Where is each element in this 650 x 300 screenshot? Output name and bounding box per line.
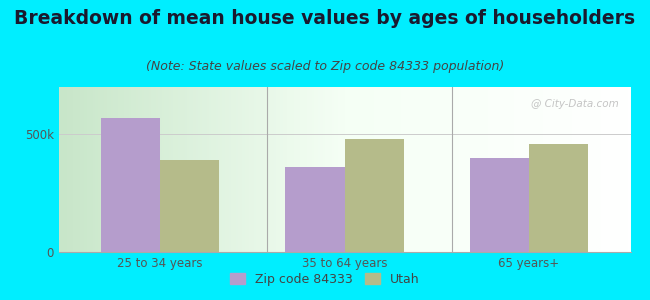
Text: (Note: State values scaled to Zip code 84333 population): (Note: State values scaled to Zip code 8… xyxy=(146,60,504,73)
Bar xyxy=(529,144,588,252)
Text: @ City-Data.com: @ City-Data.com xyxy=(531,98,619,109)
Bar xyxy=(344,139,404,252)
Bar xyxy=(160,160,219,252)
Bar xyxy=(101,118,160,252)
Bar xyxy=(285,167,345,252)
Legend: Zip code 84333, Utah: Zip code 84333, Utah xyxy=(225,268,425,291)
Bar xyxy=(470,158,529,252)
Text: Breakdown of mean house values by ages of householders: Breakdown of mean house values by ages o… xyxy=(14,9,636,28)
